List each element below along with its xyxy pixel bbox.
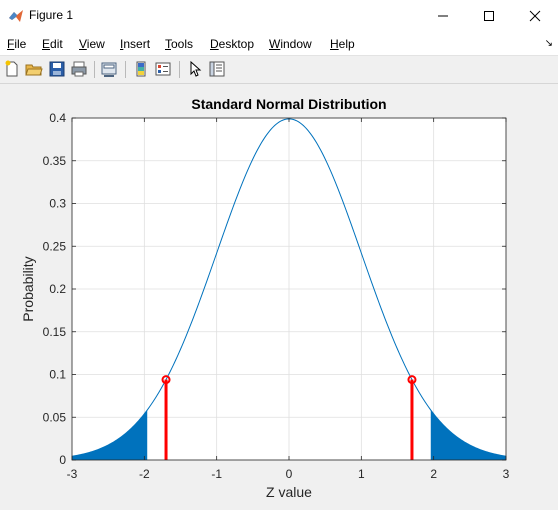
save-icon[interactable] [48,60,66,78]
y-tick-label: 0.25 [43,239,67,253]
menu-file[interactable]: File [7,37,27,51]
chart-title: Standard Normal Distribution [191,96,386,112]
x-tick-labels: -3 -2 -1 0 1 2 3 [67,467,510,481]
shaded-tails [72,410,506,460]
menu-insert[interactable]: Insert [120,37,151,51]
title-bar: Figure 1 [0,0,558,32]
new-figure-icon[interactable] [3,60,21,78]
menu-help[interactable]: Help [330,37,355,51]
x-axis-label: Z value [266,484,312,500]
menu-edit[interactable]: Edit [42,37,63,51]
toolbar-separator [94,61,95,78]
x-tick-label: -1 [211,467,222,481]
x-tick-label: 0 [286,467,293,481]
y-tick-label: 0.35 [43,154,67,168]
x-tick-label: -2 [139,467,150,481]
y-axis-label: Probability [20,256,36,321]
close-icon [529,10,541,22]
maximize-icon [484,11,494,21]
print-icon[interactable] [70,60,88,78]
x-tick-label: -3 [67,467,78,481]
window-title: Figure 1 [29,8,74,22]
y-tick-label: 0 [59,453,66,467]
shaded-tail-area [72,410,148,460]
menu-view[interactable]: View [79,37,105,51]
x-tick-label: 2 [430,467,437,481]
y-tick-label: 0.2 [49,282,66,296]
link-plot-icon[interactable] [100,60,118,78]
insert-legend-icon[interactable] [154,60,172,78]
stem-markers [161,375,417,460]
minimize-button[interactable] [420,0,466,32]
toolbar-separator [125,61,126,78]
menu-desktop[interactable]: Desktop [210,37,255,51]
insert-colorbar-icon[interactable] [132,60,150,78]
menu-tools[interactable]: Tools [165,37,194,51]
dock-figure-icon[interactable]: ↘ [544,38,553,49]
property-inspector-icon[interactable] [208,60,226,78]
close-button[interactable] [512,0,558,32]
stem-marker [407,375,417,385]
plot-canvas[interactable]: -3 -2 -1 0 1 2 3 0 0.05 0.1 0.15 0.2 0.25 0.3 0.35 0.4… [0,84,558,505]
y-tick-label: 0.15 [43,325,67,339]
y-tick-label: 0.4 [49,111,66,125]
shaded-tail-area [430,410,506,460]
stem-marker [161,375,171,385]
matlab-logo-icon [9,10,23,22]
y-tick-label: 0.1 [49,368,66,382]
x-tick-label: 1 [358,467,365,481]
edit-plot-icon[interactable] [186,60,204,78]
y-tick-labels: 0 0.05 0.1 0.15 0.2 0.25 0.3 0.35 0.4 [43,111,67,467]
minimize-icon [438,15,448,17]
y-tick-label: 0.05 [43,410,67,424]
figure-area: -3 -2 -1 0 1 2 3 0 0.05 0.1 0.15 0.2 0.25 0.3 0.35 0.4… [0,84,558,505]
toolbar-separator [179,61,180,78]
y-tick-label: 0.3 [49,197,66,211]
x-tick-label: 3 [503,467,510,481]
maximize-button[interactable] [466,0,512,32]
menu-bar: File Edit View Insert Tools Desktop Wind… [0,32,558,56]
axis-ticks [71,117,507,461]
menu-window[interactable]: Window [269,37,312,51]
figure-toolbar [0,56,558,84]
open-file-icon[interactable] [25,60,43,78]
